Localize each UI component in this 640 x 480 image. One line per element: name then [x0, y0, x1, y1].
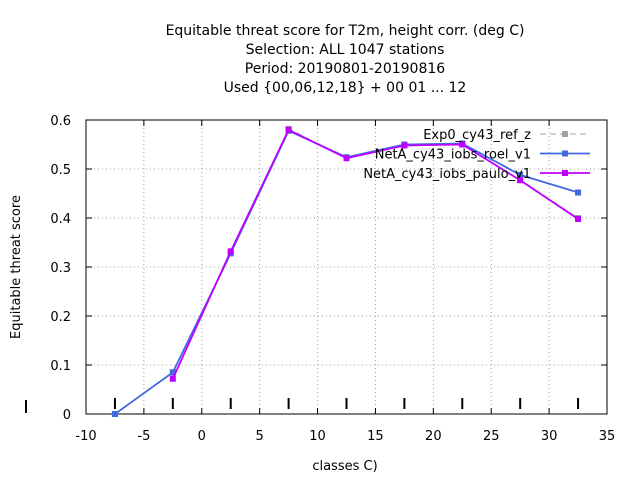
- data-point: [517, 177, 524, 184]
- title-line: Equitable threat score for T2m, height c…: [166, 23, 525, 39]
- y-tick-label: 0: [63, 408, 71, 423]
- data-point: [227, 248, 234, 255]
- x-tick-label: 30: [541, 429, 558, 444]
- x-tick-label: 10: [309, 429, 326, 444]
- series: [111, 125, 582, 417]
- y-tick-label: 0.3: [50, 261, 71, 276]
- y-tick-label: 0.6: [50, 114, 71, 129]
- x-tick-label: 25: [483, 429, 500, 444]
- y-axis-label: Equitable threat score: [9, 195, 24, 339]
- data-point: [169, 369, 176, 376]
- y-tick-label: 0.5: [50, 163, 71, 178]
- legend-marker: [562, 131, 568, 137]
- x-tick-label: 0: [198, 429, 206, 444]
- data-point: [343, 155, 350, 162]
- y-axis: 0 0.1 0.2 0.3 0.4 0.5 0.6: [50, 114, 607, 423]
- y-tick-label: 0.1: [50, 359, 71, 374]
- legend-marker: [562, 150, 568, 157]
- chart-title: Equitable threat score for T2m, height c…: [166, 23, 525, 96]
- title-line: Used {00,06,12,18} + 00 01 ... 12: [224, 80, 467, 96]
- x-axis-label: classes C): [312, 459, 377, 474]
- data-point: [111, 411, 118, 417]
- legend: Exp0_cy43_ref_z NetA_cy43_iobs_roel_v1 Net…: [363, 128, 590, 182]
- data-point: [169, 375, 176, 382]
- legend-marker: [562, 170, 568, 176]
- x-tick-label: -5: [137, 429, 150, 444]
- data-point: [459, 141, 466, 148]
- data-point: [285, 126, 292, 133]
- grid: [86, 120, 607, 414]
- x-tick-label: 15: [367, 429, 384, 444]
- x-tick-label: 5: [256, 429, 264, 444]
- x-tick-label: 20: [425, 429, 442, 444]
- class-markers: [25, 398, 580, 413]
- title-line: Selection: ALL 1047 stations: [246, 42, 445, 58]
- x-axis: -10 -5 0 5 10 15 20 25 30 35: [75, 120, 615, 444]
- y-tick-label: 0.4: [50, 212, 71, 227]
- data-point: [401, 142, 408, 149]
- legend-entry-label: NetA_cy43_iobs_roel_v1: [375, 148, 531, 163]
- legend-entry-label: Exp0_cy43_ref_z: [423, 128, 531, 143]
- y-tick-label: 0.2: [50, 310, 71, 325]
- title-line: Period: 20190801-20190816: [245, 61, 445, 77]
- series-line-3: [172, 128, 579, 380]
- data-point: [575, 189, 582, 196]
- data-point: [575, 215, 582, 222]
- x-tick-label: 35: [599, 429, 616, 444]
- x-tick-label: -10: [75, 429, 96, 444]
- data-point: [517, 171, 524, 178]
- legend-entry-label: NetA_cy43_iobs_paulo_v1: [363, 167, 531, 182]
